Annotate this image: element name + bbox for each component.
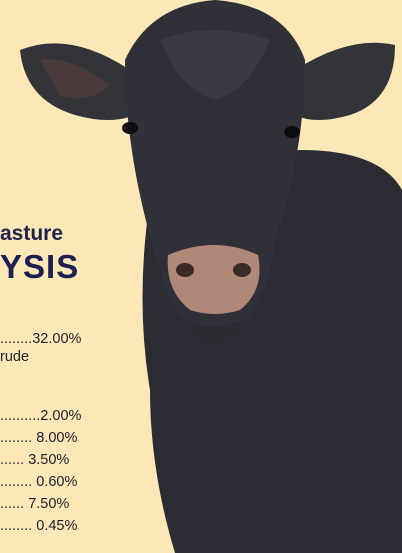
analysis-line: ........32.00%	[0, 331, 81, 347]
analysis-line: ........ 0.45%	[0, 518, 77, 534]
analysis-line: ...... 3.50%	[0, 452, 69, 468]
analysis-line: ........ 8.00%	[0, 430, 77, 446]
analysis-line: ..........2.00%	[0, 408, 81, 424]
analysis-line: rude	[0, 349, 29, 365]
analysis-line: ...... 7.50%	[0, 496, 69, 512]
heading-line: asture	[0, 222, 63, 246]
analysis-line: ........ 0.60%	[0, 474, 77, 490]
label-page: asture YSIS ........32.00% rude..........…	[0, 0, 402, 553]
heading-line: YSIS	[0, 248, 79, 286]
